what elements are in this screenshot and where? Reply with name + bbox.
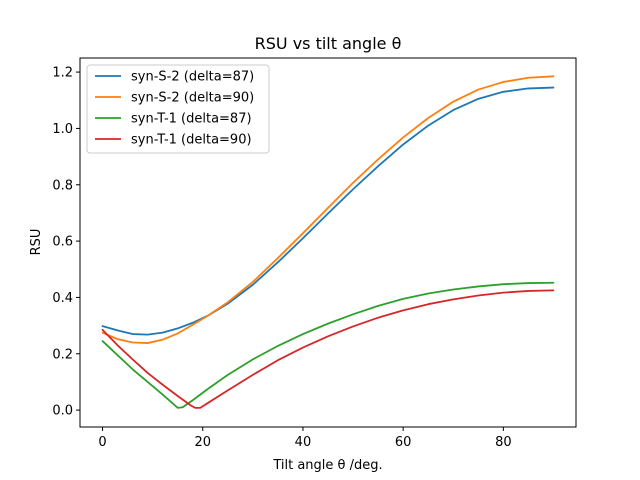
y-tick-label: 0.8 bbox=[52, 178, 73, 193]
legend-box bbox=[86, 64, 270, 154]
legend-label: syn-S-2 (delta=90) bbox=[131, 91, 254, 106]
series-line-1 bbox=[101, 86, 555, 336]
y-tick-label: 1.0 bbox=[52, 122, 73, 137]
legend: syn-S-2 (delta=87) syn-S-2 (delta=90) syn-… bbox=[86, 64, 270, 154]
y-tick-label: 0.2 bbox=[52, 347, 73, 362]
chart-title: RSU vs tilt angle θ bbox=[255, 34, 402, 53]
x-tick-label: 20 bbox=[194, 435, 211, 450]
legend-label: syn-T-1 (delta=87) bbox=[131, 112, 252, 127]
x-axis-label: Tilt angle θ /deg. bbox=[272, 458, 382, 473]
y-tick-label: 1.2 bbox=[52, 66, 73, 81]
series-line-4 bbox=[101, 289, 555, 409]
legend-label: syn-T-1 (delta=90) bbox=[131, 133, 252, 148]
x-tick-label: 0 bbox=[98, 435, 106, 450]
legend-label: syn-S-2 (delta=87) bbox=[131, 70, 254, 85]
y-tick-label: 0.0 bbox=[52, 404, 73, 419]
y-tick-label: 0.6 bbox=[52, 235, 73, 250]
series-line-3 bbox=[101, 281, 555, 409]
y-axis: 0.0 0.2 0.4 0.6 0.8 1.0 1.2 bbox=[52, 66, 80, 419]
y-tick-label: 0.4 bbox=[52, 291, 73, 306]
x-tick-label: 80 bbox=[495, 435, 512, 450]
series-line-2 bbox=[101, 75, 555, 344]
x-tick-label: 40 bbox=[295, 435, 312, 450]
y-axis-label: RSU bbox=[29, 229, 44, 256]
x-axis: 0 20 40 60 80 bbox=[98, 427, 512, 450]
plot-frame bbox=[79, 57, 577, 428]
plot-area bbox=[101, 75, 555, 409]
x-tick-label: 60 bbox=[395, 435, 412, 450]
